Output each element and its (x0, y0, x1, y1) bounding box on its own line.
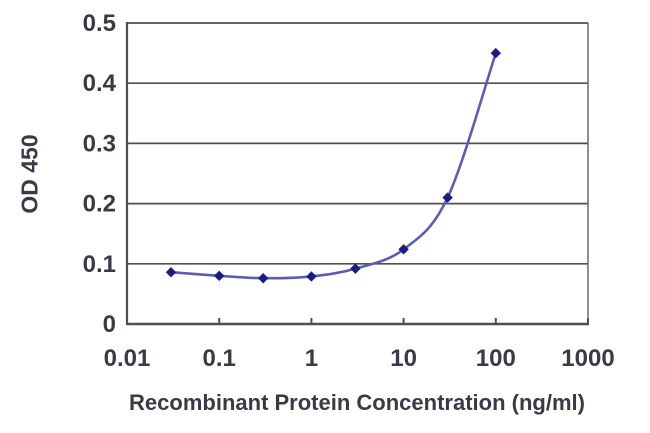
y-tick-label: 0.4 (83, 70, 117, 97)
y-tick-label: 0.3 (83, 130, 116, 157)
plot-background (127, 23, 588, 324)
x-tick-label: 0.01 (104, 345, 151, 372)
y-axis-title: OD 450 (16, 134, 43, 214)
data-point-marker (350, 263, 361, 274)
y-tick-label: 0.5 (83, 10, 116, 37)
y-tick-label: 0.1 (83, 251, 116, 278)
data-point-marker (490, 47, 501, 59)
y-tick-label: 0 (103, 311, 116, 338)
y-tick-label: 0.2 (83, 191, 116, 218)
data-point-marker (214, 270, 225, 282)
x-tick-label: 1000 (561, 345, 614, 372)
series-line (169, 51, 498, 280)
x-tick-label: 0.1 (203, 345, 236, 372)
x-tick-label: 1 (305, 345, 318, 372)
data-point-marker (398, 244, 409, 255)
data-point-marker (257, 273, 269, 284)
data-point-marker (165, 267, 177, 278)
data-point-marker (306, 271, 317, 282)
x-tick-label: 100 (476, 345, 516, 372)
data-point-marker (442, 192, 453, 203)
x-axis-title: Recombinant Protein Concentration (ng/ml… (129, 390, 585, 415)
x-tick-label: 10 (390, 345, 417, 372)
